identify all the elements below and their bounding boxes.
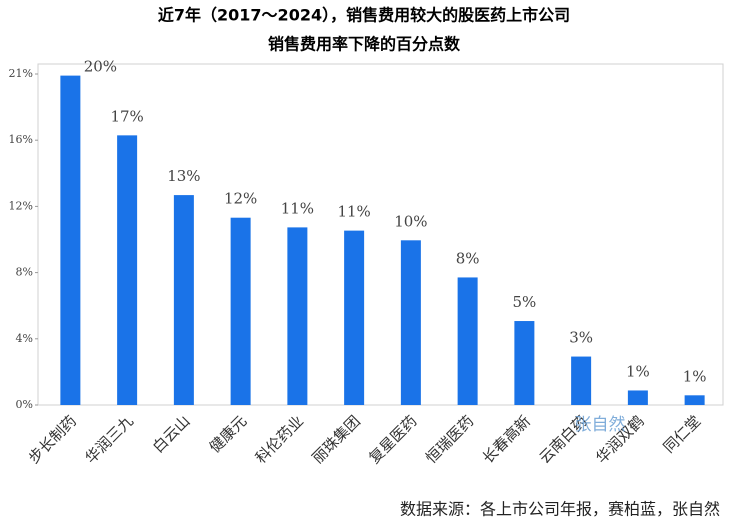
value-label: 3% (569, 329, 593, 347)
bar (400, 240, 421, 405)
y-tick-label: 12% (9, 199, 33, 212)
y-tick-label: 8% (16, 266, 33, 279)
value-label: 11% (281, 199, 314, 217)
chart-title: 近7年（2017～2024），销售费用较大的股医药上市公司 (158, 6, 570, 25)
value-label: 1% (626, 362, 650, 380)
y-tick-label: 0% (16, 398, 33, 411)
x-tick-label: 科伦药业 (252, 412, 307, 467)
value-label: 5% (512, 293, 536, 311)
y-tick-label: 16% (9, 133, 33, 146)
bar (173, 195, 194, 405)
value-label: 1% (683, 367, 707, 385)
x-tick-label: 同仁堂 (660, 412, 705, 457)
bar (344, 230, 365, 405)
bar (287, 227, 308, 405)
y-tick-label: 4% (16, 332, 33, 345)
value-label: 17% (110, 107, 143, 125)
y-tick-label: 21% (9, 67, 33, 80)
bar (514, 321, 535, 405)
bar (571, 356, 592, 405)
value-label: 10% (394, 212, 427, 230)
x-tick-label: 恒瑞医药 (422, 412, 477, 467)
x-tick-label: 健康元 (206, 412, 251, 457)
value-label: 12% (224, 190, 257, 208)
value-label: 11% (337, 203, 370, 221)
x-tick-label: 华润三九 (82, 412, 137, 467)
plot-frame (37, 63, 724, 406)
bar (230, 217, 251, 405)
value-label: 8% (456, 249, 480, 267)
bar (60, 75, 81, 406)
bar (627, 390, 648, 405)
value-label: 13% (167, 167, 200, 185)
x-tick-label: 长春高新 (479, 412, 534, 467)
chart-subtitle: 销售费用率下降的百分点数 (268, 35, 461, 54)
x-tick-label: 丽珠集团 (309, 412, 364, 467)
source-note: 数据来源：各上市公司年报，赛柏蓝，张自然 (400, 500, 720, 519)
bar (457, 277, 478, 405)
bar (117, 135, 138, 406)
x-tick-label: 白云山 (149, 412, 194, 457)
watermark: 张自然 (575, 415, 626, 435)
bar (684, 395, 705, 405)
x-tick-label: 步长制药 (25, 412, 80, 467)
x-tick-label: 复星医药 (365, 412, 420, 467)
value-label: 20% (84, 58, 117, 76)
